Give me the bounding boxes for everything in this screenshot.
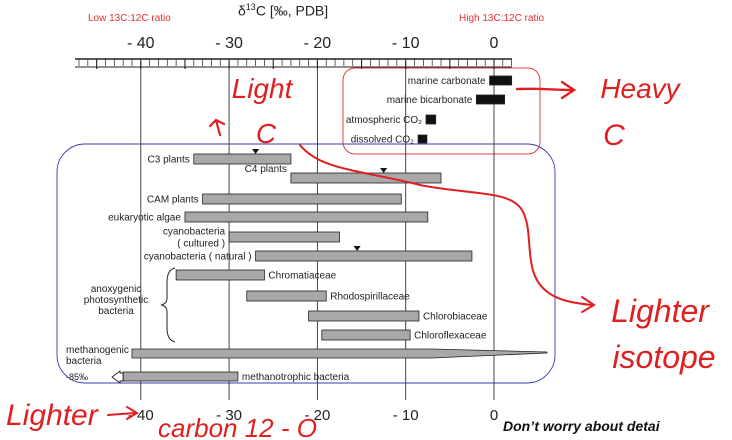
- bar-methanogenic-bacteria: [131, 348, 548, 359]
- bar-label: marine bicarbonate: [387, 95, 473, 106]
- bar-label: CAM plants: [147, 195, 199, 206]
- bottom-arrow: [107, 406, 139, 420]
- low-ratio-note: Low 13C:12C ratio: [88, 13, 171, 24]
- bar-marine-carbonate: [489, 75, 513, 86]
- organic-region-box: [56, 143, 556, 384]
- isotope-annotation: isotope: [612, 339, 715, 375]
- bar-atmospheric-co2: [425, 114, 437, 125]
- arrow-head: [581, 296, 596, 313]
- bar-eukaryotic-algae: [184, 211, 429, 223]
- bar-label: marine carbonate: [408, 76, 486, 87]
- bar-label: atmospheric CO₂: [346, 115, 422, 126]
- bar-label: eukaryotic algae: [108, 213, 181, 224]
- carbon-12-annotation: carbon 12 - O: [158, 413, 317, 440]
- bar-label: cyanobacteria( cultured ): [163, 227, 226, 250]
- bar-c3-plants: [193, 153, 292, 165]
- top-tick-label: - 10: [392, 35, 420, 52]
- bar-label: Chlorobiaceae: [423, 312, 488, 323]
- peak-marker: [252, 149, 260, 154]
- axis-title: δ13C [‰, PDB]: [238, 2, 329, 19]
- top-tick-label: - 30: [215, 35, 243, 52]
- bar-chlorobiaceae: [308, 310, 420, 322]
- bar-label: Chloroflexaceae: [414, 331, 487, 342]
- bar-label: methanogenic bacteria: [66, 345, 129, 367]
- inorganic-region-box: [342, 67, 541, 155]
- bar-methanotrophic-bacteria: [122, 371, 239, 382]
- anoxygenic-group-label: anoxygenic photosynthetic bacteria: [84, 284, 149, 317]
- offscale-arrow: [111, 370, 124, 384]
- group-brace: [160, 267, 176, 343]
- bar-dissolved-co2: [417, 134, 428, 144]
- bottom-tick-label: - 30: [216, 407, 242, 424]
- c-annotation: C: [603, 119, 625, 152]
- lighter-isotope-curve: [299, 144, 593, 306]
- high-ratio-note: High 13C:12C ratio: [459, 13, 545, 24]
- bar-chloroflexaceae: [321, 329, 411, 341]
- light-arrow: [208, 118, 226, 137]
- bar-label: Rhodospirillaceae: [330, 292, 410, 303]
- light-annotation: Light: [232, 73, 294, 104]
- lighter-annotation: Lighter: [611, 293, 710, 329]
- bar-label: C4 plants: [245, 164, 287, 175]
- heavy-annotation: Heavy: [600, 73, 681, 104]
- top-tick-label: - 40: [127, 35, 155, 52]
- bar-label: Chromatiaceae: [268, 271, 336, 282]
- c-annotation: C: [256, 118, 277, 149]
- top-tick-label: - 20: [304, 35, 332, 52]
- peak-marker: [353, 246, 361, 251]
- bar-marine-bicarbonate: [475, 94, 505, 105]
- bar-cyanobacteria-natural: [255, 250, 473, 262]
- bar-rhodospirillaceae: [246, 290, 327, 302]
- lighter-bottom-annotation: Lighter: [6, 399, 99, 432]
- bar-label: dissolved CO₂: [351, 135, 414, 146]
- bottom-tick-label: - 10: [393, 407, 419, 424]
- bottom-tick-label: 0: [490, 407, 498, 424]
- bar-label: C3 plants: [148, 155, 190, 166]
- bar-chromatiaceae: [175, 269, 265, 281]
- bar-cyanobacteria-cultured: [228, 231, 340, 243]
- top-tick-label: 0: [490, 35, 499, 52]
- bar-cam-plants: [202, 193, 402, 205]
- bottom-tick-label: - 20: [304, 407, 330, 424]
- heavy-arrow: [515, 80, 577, 100]
- bar-label: methanotrophic bacteria: [242, 372, 350, 383]
- offscale-label: -85‰: [66, 372, 88, 382]
- footer-note: Don’t worry about detai: [503, 418, 660, 434]
- peak-marker: [380, 168, 388, 173]
- bar-label: cyanobacteria ( natural ): [144, 252, 252, 263]
- bar-c4-plants: [290, 172, 442, 184]
